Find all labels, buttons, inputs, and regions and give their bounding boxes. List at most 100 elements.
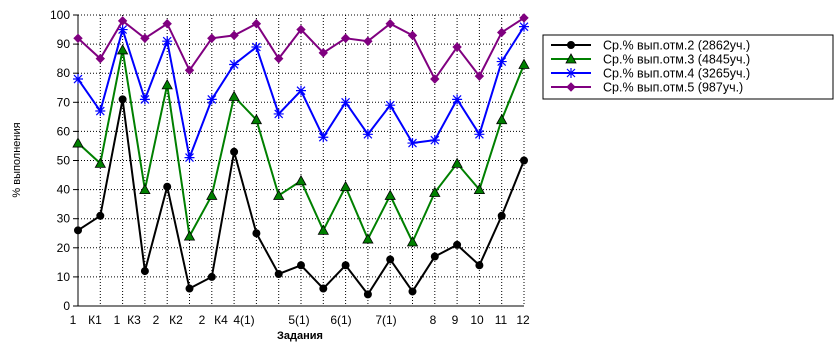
point-marker xyxy=(520,156,528,165)
legend-label: Ср.% вып.отм.4 (3265уч.) xyxy=(603,67,750,81)
y-axis-title: % выполнения xyxy=(11,122,23,197)
point-marker xyxy=(386,255,395,264)
point-marker xyxy=(139,94,150,105)
point-marker xyxy=(207,272,216,281)
point-marker xyxy=(497,211,506,220)
point-marker xyxy=(453,240,462,249)
point-marker xyxy=(250,113,263,125)
x-tick-label: 12 xyxy=(516,313,530,327)
point-marker xyxy=(430,252,439,261)
y-tick-label: 100 xyxy=(50,8,70,22)
point-marker xyxy=(140,267,149,276)
x-tick-label: 8 xyxy=(430,313,437,327)
point-marker xyxy=(496,113,508,125)
x-tick-label: К4 xyxy=(214,313,228,327)
x-tick-label: 2 xyxy=(199,313,206,327)
x-tick-label: 1 xyxy=(70,313,77,327)
point-marker xyxy=(565,53,577,64)
point-marker xyxy=(228,90,240,101)
y-tick-label: 80 xyxy=(57,66,71,80)
point-marker xyxy=(363,290,372,299)
point-marker xyxy=(185,284,194,293)
point-marker xyxy=(229,59,240,70)
y-tick-label: 90 xyxy=(57,37,71,51)
point-marker xyxy=(341,261,350,270)
point-marker xyxy=(96,211,105,220)
point-marker xyxy=(340,97,351,108)
y-tick-label: 30 xyxy=(57,212,71,226)
point-marker xyxy=(318,48,329,58)
point-marker xyxy=(340,33,351,43)
point-marker xyxy=(207,33,217,43)
x-tick-label: 10 xyxy=(470,313,484,327)
point-marker xyxy=(318,132,329,143)
series xyxy=(73,13,529,84)
legend: Ср.% вып.отм.2 (2862уч.)Ср.% вып.отм.3 (… xyxy=(542,34,834,100)
axes xyxy=(73,14,524,307)
point-marker xyxy=(73,74,83,85)
point-marker xyxy=(184,65,195,75)
point-marker xyxy=(252,229,261,238)
point-marker xyxy=(566,82,576,92)
point-marker xyxy=(163,182,172,191)
y-tick-label: 0 xyxy=(63,299,70,313)
series xyxy=(74,95,528,299)
point-marker xyxy=(362,129,373,140)
point-marker xyxy=(161,79,173,90)
point-marker xyxy=(206,94,217,105)
legend-label: Ср.% вып.отм.2 (2862уч.) xyxy=(603,39,750,53)
point-marker xyxy=(452,94,463,105)
point-marker xyxy=(519,13,529,23)
point-marker xyxy=(116,44,129,55)
y-tick-label: 70 xyxy=(57,95,71,109)
tick-labels: 0 10 20 30 40 50 60 70 80 90 100 1 К1 1 К3 2 К2 2 К4 4(1) 5(… xyxy=(50,8,530,327)
point-marker xyxy=(95,106,106,117)
y-tick-label: 10 xyxy=(57,270,71,284)
point-marker xyxy=(183,230,196,241)
point-marker xyxy=(385,19,395,29)
point-marker xyxy=(274,269,283,278)
point-marker xyxy=(295,175,307,186)
point-marker xyxy=(162,19,172,29)
point-marker xyxy=(273,53,284,64)
point-marker xyxy=(319,284,328,293)
series xyxy=(72,44,530,247)
point-marker xyxy=(567,41,575,49)
point-marker xyxy=(296,85,306,96)
point-marker xyxy=(230,147,239,156)
point-marker xyxy=(95,53,106,64)
point-marker xyxy=(429,186,441,197)
x-tick-label: К2 xyxy=(169,313,183,327)
point-marker xyxy=(474,129,485,140)
point-marker xyxy=(117,24,128,35)
x-tick-label: К1 xyxy=(88,313,102,327)
point-marker xyxy=(317,224,329,235)
x-tick-label: 2 xyxy=(153,313,160,327)
point-marker xyxy=(94,157,106,168)
point-marker xyxy=(363,36,373,46)
point-marker xyxy=(74,226,82,235)
y-tick-label: 40 xyxy=(57,183,71,197)
point-marker xyxy=(385,100,396,111)
x-tick-label: 5(1) xyxy=(288,313,309,327)
point-marker xyxy=(452,42,462,52)
point-marker xyxy=(473,183,486,195)
point-marker xyxy=(518,58,530,69)
point-marker xyxy=(339,180,352,192)
x-tick-label: 7(1) xyxy=(375,313,396,327)
point-marker xyxy=(519,21,529,32)
point-marker xyxy=(117,16,128,26)
point-marker xyxy=(496,56,507,67)
point-marker xyxy=(296,24,306,35)
y-tick-label: 60 xyxy=(57,124,71,138)
x-axis-title: Задания xyxy=(277,330,323,342)
point-marker xyxy=(118,95,127,104)
x-tick-label: К3 xyxy=(127,313,141,327)
point-marker xyxy=(430,74,440,84)
x-tick-label: 4(1) xyxy=(233,313,254,327)
x-tick-label: 9 xyxy=(452,313,459,327)
legend-label: Ср.% вып.отм.3 (4845уч.) xyxy=(603,53,750,67)
point-marker xyxy=(384,189,396,200)
point-marker xyxy=(362,233,374,244)
